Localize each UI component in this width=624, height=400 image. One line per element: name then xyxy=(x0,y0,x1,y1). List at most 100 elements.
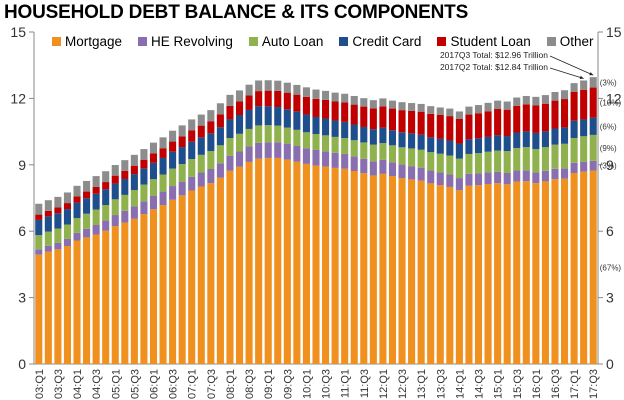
bar-segment-credit-card xyxy=(111,183,119,200)
x-tick-label: 15:Q1 xyxy=(493,369,505,399)
bar-segment-he-revolving xyxy=(494,171,502,184)
bar-segment-mortgage xyxy=(92,234,100,364)
bar-segment-credit-card xyxy=(102,189,110,206)
y-tick-label-right: 12 xyxy=(606,90,622,106)
bar-segment-auto-loan xyxy=(54,228,62,243)
bar-segment-credit-card xyxy=(341,121,349,139)
bar-segment-credit-card xyxy=(121,178,129,195)
bar-segment-mortgage xyxy=(388,176,397,364)
bar-segment-student-loan xyxy=(398,110,406,133)
bar-segment-student-loan xyxy=(513,105,521,133)
bar-segment-credit-card xyxy=(331,120,339,137)
bar-segment-mortgage xyxy=(446,186,454,364)
bar-segment-mortgage xyxy=(408,179,416,364)
bar-segment-other xyxy=(465,106,473,115)
bar-segment-auto-loan xyxy=(293,129,301,146)
bar-segment-mortgage xyxy=(44,251,52,364)
bar-segment-he-revolving xyxy=(302,148,310,164)
bar-segment-other xyxy=(561,90,569,100)
bar-segment-student-loan xyxy=(360,106,368,127)
bar-segment-auto-loan xyxy=(589,134,597,161)
bar-segment-auto-loan xyxy=(121,194,129,211)
bar-segment-he-revolving xyxy=(532,172,540,184)
bar-segment-mortgage xyxy=(169,199,177,364)
legend-item: HE Revolving xyxy=(138,34,233,49)
bar-segment-he-revolving xyxy=(54,242,62,250)
bar-segment-he-revolving xyxy=(312,149,320,166)
bar-segment-auto-loan xyxy=(522,147,530,171)
x-tick-label: 17:Q1 xyxy=(569,369,581,399)
bars xyxy=(35,77,597,364)
bar-segment-mortgage xyxy=(532,183,540,364)
y-tick-label-left: 15 xyxy=(10,24,26,40)
bar-segment-other xyxy=(331,92,339,102)
bar-segment-mortgage xyxy=(159,205,167,364)
bar-segment-he-revolving xyxy=(513,170,521,182)
bar-segment-auto-loan xyxy=(235,133,244,152)
x-tick-label: 12:Q1 xyxy=(378,369,390,399)
bar-segment-credit-card xyxy=(140,168,148,185)
bar-segment-other xyxy=(398,102,406,111)
arrow-q2-head xyxy=(579,75,584,80)
bar-segment-other xyxy=(350,95,358,105)
bar-segment-auto-loan xyxy=(102,205,110,221)
x-tick-label: 05:Q1 xyxy=(110,369,122,399)
bar-segment-auto-loan xyxy=(35,235,43,250)
x-tick-label: 11:Q1 xyxy=(340,369,352,398)
bar-segment-credit-card xyxy=(302,114,310,133)
bar-segment-other xyxy=(207,110,215,122)
bar-segment-he-revolving xyxy=(255,142,263,159)
bar-segment-credit-card xyxy=(369,129,377,145)
arrow-q3 xyxy=(549,55,594,76)
bar-segment-he-revolving xyxy=(341,153,349,169)
bar-segment-he-revolving xyxy=(63,238,71,247)
legend-swatch xyxy=(546,37,556,46)
bar-segment-he-revolving xyxy=(398,164,406,179)
bar-segment-mortgage xyxy=(570,172,578,364)
bar-segment-mortgage xyxy=(360,173,368,364)
bar-segment-mortgage xyxy=(465,185,473,364)
bar-segment-credit-card xyxy=(312,116,320,135)
bar-segment-other xyxy=(63,192,71,204)
bar-segment-mortgage xyxy=(350,171,358,364)
bar-segment-student-loan xyxy=(293,94,301,112)
bar-segment-mortgage xyxy=(73,240,81,364)
bar-segment-student-loan xyxy=(283,92,291,110)
bar-segment-he-revolving xyxy=(369,161,377,176)
bar-segment-auto-loan xyxy=(379,143,387,160)
bar-segment-other xyxy=(216,103,224,115)
x-tick-label: 17:Q3 xyxy=(588,369,600,399)
bar-segment-auto-loan xyxy=(159,174,167,192)
bar-segment-he-revolving xyxy=(417,167,425,181)
bar-segment-he-revolving xyxy=(322,151,330,167)
bar-segment-he-revolving xyxy=(350,156,358,171)
bar-segment-auto-loan xyxy=(369,144,377,162)
bar-segment-he-revolving xyxy=(188,176,196,191)
bar-segment-he-revolving xyxy=(379,159,387,174)
bar-segment-student-loan xyxy=(245,95,253,110)
bar-segment-auto-loan xyxy=(474,153,483,174)
bar-segment-mortgage xyxy=(331,167,339,364)
legend-label: Auto Loan xyxy=(261,34,324,49)
legend-label: Other xyxy=(559,34,594,49)
bar-segment-other xyxy=(302,87,310,97)
bar-segment-student-loan xyxy=(436,115,444,139)
bar-segment-he-revolving xyxy=(102,220,110,231)
bar-segment-mortgage xyxy=(216,177,224,364)
bar-segment-mortgage xyxy=(580,171,588,364)
bar-segment-mortgage xyxy=(293,161,301,364)
x-tick-label: 15:Q3 xyxy=(512,369,524,399)
bar-segment-credit-card xyxy=(427,137,435,153)
bar-segment-student-loan xyxy=(580,89,588,120)
bar-segment-mortgage xyxy=(379,173,387,364)
bar-segment-credit-card xyxy=(388,130,397,146)
bar-segment-other xyxy=(54,196,62,208)
bar-segment-he-revolving xyxy=(388,162,397,177)
x-tick-label: 07:Q3 xyxy=(206,369,218,399)
bar-segment-auto-loan xyxy=(484,151,492,173)
bar-segment-he-revolving xyxy=(551,168,559,180)
bar-segment-credit-card xyxy=(35,219,43,236)
bar-segment-auto-loan xyxy=(417,149,425,168)
bar-segment-student-loan xyxy=(188,130,196,142)
